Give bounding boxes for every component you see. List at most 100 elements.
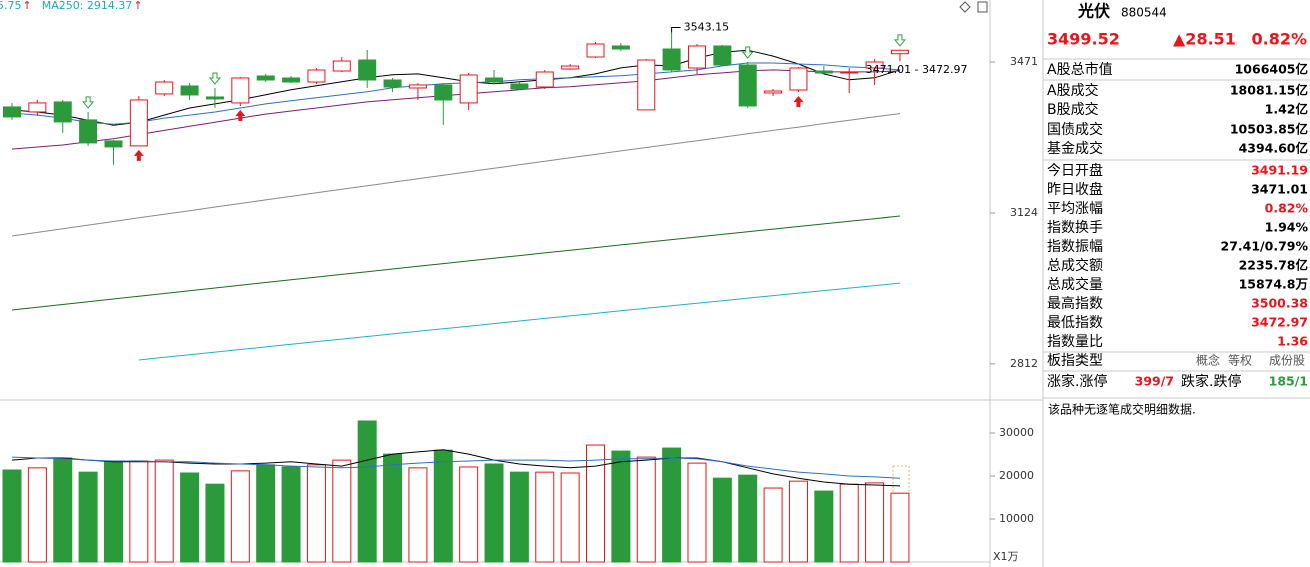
row-label: 昨日收盘: [1047, 181, 1103, 198]
volume-bar: [2, 469, 22, 563]
volume-bar: [484, 463, 504, 563]
volume-bar: [738, 474, 758, 563]
signal-arrow: [893, 34, 907, 47]
candle-body: [637, 59, 656, 111]
candle-body: [282, 77, 301, 83]
volume-bar: [306, 464, 326, 563]
volume-bar: [788, 480, 808, 563]
volume-bar: [687, 462, 707, 563]
candle-body: [611, 45, 630, 50]
row-value: 3491.19: [1251, 163, 1308, 178]
ma-line: [11, 49, 901, 126]
index-name: 光伏: [1077, 2, 1110, 21]
volume-bar: [332, 459, 352, 563]
ma-line: [11, 456, 901, 479]
y-tick-label: 3471: [1010, 55, 1038, 68]
ma-line: [11, 113, 901, 237]
ma-line: [11, 62, 901, 125]
candle-body: [332, 60, 351, 72]
volume-bar: [814, 490, 834, 563]
row-value: 2235.78亿: [1239, 258, 1308, 273]
signal-arrow: [82, 96, 95, 109]
note: 该品种无逐笔成交明细数据.: [1048, 402, 1196, 417]
candle-body: [155, 81, 174, 95]
candle-body: [383, 79, 402, 88]
row-label: 总成交量: [1047, 276, 1103, 293]
signal-arrow: [208, 72, 222, 85]
candle-body: [231, 77, 250, 104]
candle-body: [28, 102, 47, 113]
volume-bar: [27, 467, 47, 563]
candle-body: [408, 84, 427, 89]
volume-bar: [129, 460, 149, 563]
volume-bar: [281, 466, 301, 563]
candle-body: [789, 67, 808, 91]
legend-label: 5.75: [0, 0, 22, 12]
volume-bar: [509, 471, 529, 563]
row-value: 3472.97: [1251, 315, 1308, 330]
candle-body: [180, 85, 199, 96]
type-item[interactable]: 等权: [1228, 354, 1252, 368]
forecast-box: [892, 465, 910, 494]
candle-body: [713, 45, 732, 66]
row-label: 国债成交: [1047, 121, 1103, 138]
volume-bar: [712, 477, 732, 563]
row-label: 总成交额: [1047, 257, 1103, 274]
candle-body: [53, 101, 72, 123]
index-code: 880544: [1121, 6, 1167, 20]
legend-arrow: ↑: [23, 0, 32, 12]
row-value: 1.42亿: [1265, 102, 1308, 117]
volume-bar: [383, 453, 403, 563]
annotation: 3471.01 - 3472.97: [866, 63, 968, 76]
row-label: A股总市值: [1047, 61, 1113, 78]
candle-body: [840, 71, 859, 74]
candle-body: [205, 96, 224, 100]
y-tick-label: 30000: [999, 426, 1034, 439]
row-value: 10503.85亿: [1230, 122, 1308, 137]
tool-icon[interactable]: [977, 1, 988, 13]
breadth-label: 跌家.跌停: [1181, 373, 1241, 390]
signal-arrow: [133, 149, 144, 161]
candle-body: [434, 84, 453, 101]
volume-bar: [180, 472, 200, 563]
candle-body: [256, 75, 275, 81]
row-value: 1.36: [1277, 334, 1308, 349]
row-label: 基金成交: [1047, 140, 1103, 157]
row-value: 3500.38: [1251, 296, 1308, 311]
row-value: 18081.15亿: [1230, 83, 1308, 98]
candle-body: [459, 74, 478, 104]
candle-body: [358, 59, 377, 81]
signal-arrow: [741, 46, 754, 59]
ma-line: [138, 282, 901, 361]
row-value: 1066405亿: [1235, 62, 1308, 77]
volume-bar: [636, 456, 656, 563]
change: ▲28.51: [1173, 30, 1236, 49]
y-tick-label: 20000: [999, 469, 1034, 482]
candle-body: [485, 77, 504, 83]
signal-arrow: [235, 109, 246, 121]
volume-bar: [611, 450, 631, 563]
type-item[interactable]: 概念: [1196, 353, 1220, 368]
row-label: B股成交: [1047, 101, 1099, 118]
tool-icon[interactable]: [959, 1, 971, 13]
candle-body: [662, 48, 681, 71]
row-label: A股成交: [1047, 82, 1099, 99]
volume-bar: [839, 483, 859, 563]
row-value: 3471.01: [1251, 182, 1308, 197]
candle-body: [3, 106, 21, 118]
candle-body: [764, 90, 783, 94]
row-label: 今日开盘: [1047, 162, 1103, 179]
volume-bar: [408, 467, 428, 563]
type-label: 板指类型: [1047, 353, 1103, 369]
volume-bar: [560, 472, 580, 563]
unit-label: X1万: [993, 550, 1019, 563]
row-label: 指数量比: [1047, 334, 1103, 350]
volume-bar: [535, 471, 555, 563]
volume-bar: [433, 449, 453, 563]
breadth-value: 399/7: [1135, 374, 1174, 389]
candle-body: [510, 83, 529, 90]
type-item[interactable]: 成份股: [1269, 354, 1305, 368]
candle-body: [814, 70, 833, 74]
